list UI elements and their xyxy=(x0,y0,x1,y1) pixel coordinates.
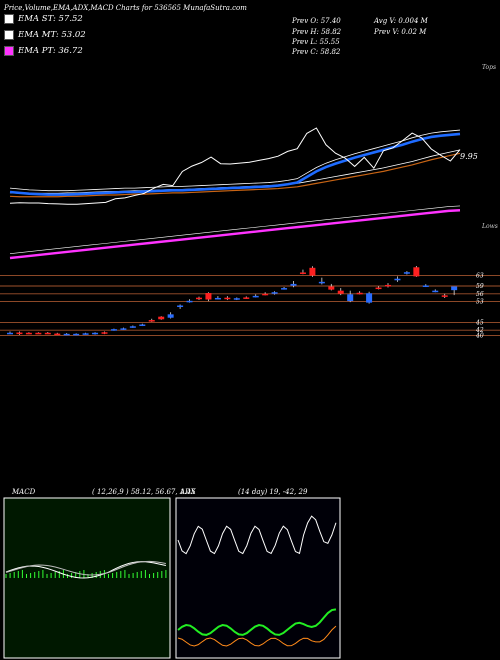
ema-pt-line xyxy=(9,209,461,260)
lows-label: Lows xyxy=(481,223,498,230)
legend-ema-mt: EMA MT: 53.02 xyxy=(4,30,86,40)
candle-body xyxy=(385,284,391,287)
macd-params: ( 12,26,9 ) 58.12, 56.67, 1.45 xyxy=(92,488,196,496)
ema-pt-band xyxy=(9,205,461,254)
legend-swatch xyxy=(4,14,14,24)
candle-body xyxy=(7,332,13,335)
candle-body xyxy=(290,283,297,286)
current-value-label: 9.95 xyxy=(460,152,478,161)
candle-body xyxy=(196,297,202,300)
candle-body xyxy=(214,297,221,300)
candle-body xyxy=(63,333,70,336)
price-level-label: 53 xyxy=(476,299,484,306)
candle-body xyxy=(271,292,278,294)
macd-signal-line xyxy=(5,560,166,576)
candle-body xyxy=(44,332,51,335)
legend-swatch xyxy=(4,30,14,40)
macd-title: MACD xyxy=(12,488,36,496)
macd-frame xyxy=(3,497,171,659)
price-level-label: 63 xyxy=(476,273,484,280)
candle-body xyxy=(35,332,42,335)
candle-body xyxy=(451,286,458,291)
price-level-label: 40 xyxy=(475,332,484,339)
candle-body xyxy=(205,293,212,300)
candle-body xyxy=(262,293,269,296)
candle-body xyxy=(299,272,306,274)
candle-body xyxy=(167,314,174,318)
candle-body xyxy=(309,267,316,276)
ema-st-line xyxy=(9,132,461,196)
adx-title: ADX xyxy=(180,488,196,496)
adx-params: (14 day) 19, -42, 29 xyxy=(238,488,308,496)
price-level-label: 59 xyxy=(476,283,484,290)
candle-body xyxy=(73,333,80,336)
candle-body xyxy=(158,316,165,320)
candle-body xyxy=(281,288,288,290)
candle-body xyxy=(139,324,146,326)
candle-body xyxy=(25,332,32,335)
legend-label: EMA ST: 57.52 xyxy=(18,14,83,24)
candle-body xyxy=(441,295,448,297)
candle-body xyxy=(375,287,382,290)
adx-line xyxy=(177,515,337,555)
plus-di-line xyxy=(177,608,337,636)
candle-body xyxy=(347,294,354,302)
legend-label: EMA MT: 53.02 xyxy=(18,30,86,40)
price-level-label: 42 xyxy=(475,327,484,334)
candle-body xyxy=(328,286,335,290)
candle-body xyxy=(337,290,344,294)
candle-body xyxy=(54,333,61,336)
close-line xyxy=(9,127,461,205)
price-level-label: 45 xyxy=(475,319,484,326)
candle-body xyxy=(394,278,401,281)
candle-body xyxy=(129,326,136,328)
legend-swatch xyxy=(4,46,14,56)
candle-body xyxy=(224,297,231,300)
stat-prev-close: Prev C: 58.82 xyxy=(292,48,341,56)
tops-label: Tops xyxy=(482,64,496,71)
candle-body xyxy=(243,297,250,299)
candle-body xyxy=(101,332,108,334)
candle-body xyxy=(356,292,363,295)
candle-body xyxy=(120,328,127,330)
candle-body xyxy=(110,329,117,331)
candle-body xyxy=(318,281,325,284)
legend-ema-st: EMA ST: 57.52 xyxy=(4,14,83,24)
candle-body xyxy=(403,272,410,274)
ema-st-band xyxy=(9,129,461,192)
candle-body xyxy=(92,332,99,335)
macd-line xyxy=(5,561,167,579)
chart-title: Price,Volume,EMA,ADX,MACD Charts for 536… xyxy=(4,4,247,12)
minus-di-line xyxy=(177,625,337,647)
legend-label: EMA PT: 36.72 xyxy=(18,46,83,56)
candle-body xyxy=(422,285,429,287)
candle-body xyxy=(413,267,420,277)
stat-prev-high: Prev H: 58.82 xyxy=(292,28,342,36)
candle-body xyxy=(148,320,155,322)
adx-frame xyxy=(175,497,341,659)
ema-mt-line xyxy=(9,152,461,198)
candle-body xyxy=(16,332,23,335)
candle-body xyxy=(432,290,439,293)
stat-prev-low: Prev L: 55.55 xyxy=(292,38,340,46)
legend-ema-pt: EMA PT: 36.72 xyxy=(4,46,83,56)
stat-avg-volume: Avg V: 0.004 M xyxy=(374,17,428,25)
price-level-label: 56 xyxy=(476,291,484,298)
candle-body xyxy=(233,298,240,300)
candle-body xyxy=(82,333,89,335)
candle-body xyxy=(177,305,184,307)
candle-body xyxy=(252,295,259,298)
candle-body xyxy=(186,300,193,303)
candle-body xyxy=(366,293,373,303)
stat-prev-open: Prev O: 57.40 xyxy=(292,17,341,25)
stat-prev-volume: Prev V: 0.02 M xyxy=(374,28,427,36)
